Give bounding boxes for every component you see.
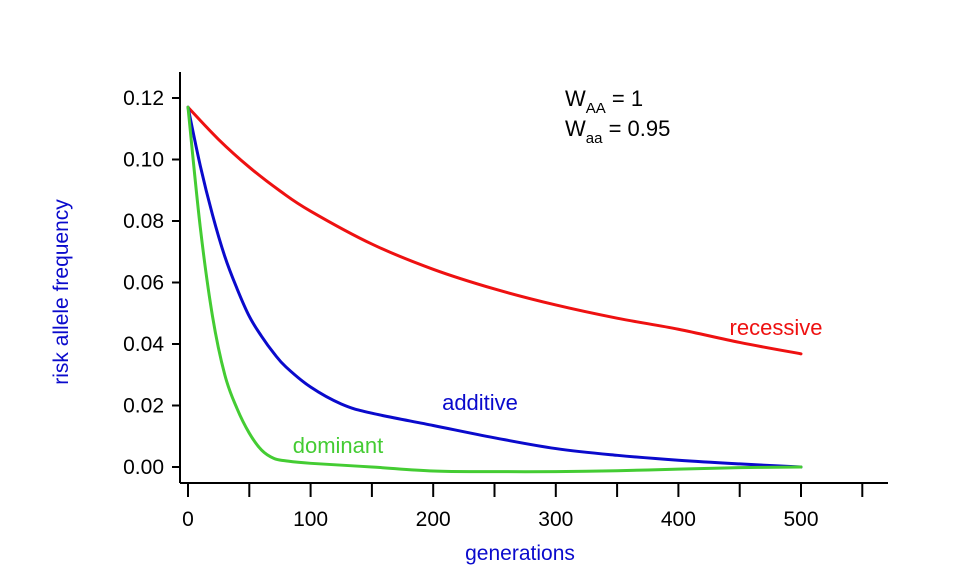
series-label-additive: additive bbox=[442, 390, 518, 415]
y-tick-label: 0.08 bbox=[123, 210, 164, 233]
y-axis-title: risk allele frequency bbox=[50, 199, 73, 385]
annot2-base: W bbox=[565, 116, 586, 141]
x-tick-label: 0 bbox=[182, 508, 194, 531]
x-tick-label: 300 bbox=[538, 508, 573, 531]
y-tick-label: 0.06 bbox=[123, 272, 164, 295]
series-label-dominant: dominant bbox=[293, 433, 384, 458]
series-line-recessive bbox=[186, 105, 803, 356]
annot1-sub: AA bbox=[586, 100, 606, 117]
annot2-sub: aa bbox=[586, 130, 603, 147]
annot2-rest: = 0.95 bbox=[602, 116, 670, 141]
labels-layer: generations risk allele frequency WAA = … bbox=[50, 86, 670, 565]
series-layer: recessive additive dominant bbox=[186, 105, 823, 474]
y-tick-label: 0.12 bbox=[123, 87, 164, 110]
axes-layer bbox=[179, 72, 888, 484]
fitness-aa-recessive-annotation: Waa = 0.95 bbox=[565, 116, 670, 147]
x-axis-title: generations bbox=[465, 542, 575, 565]
series-line-additive bbox=[186, 105, 803, 469]
fitness-aa-dominant-annotation: WAA = 1 bbox=[565, 86, 643, 117]
annot1-rest: = 1 bbox=[606, 86, 643, 111]
y-tick-label: 0.10 bbox=[123, 149, 164, 172]
y-tick-label: 0.02 bbox=[123, 395, 164, 418]
series-label-recessive: recessive bbox=[730, 315, 823, 340]
y-tick-label: 0.04 bbox=[123, 333, 164, 356]
x-tick-label: 100 bbox=[293, 508, 328, 531]
x-tick-label: 500 bbox=[783, 508, 818, 531]
annot1-base: W bbox=[565, 86, 586, 111]
ticks-layer: 0.00 0.02 0.04 0.06 0.08 0.10 0.12 0 100 200 300 40… bbox=[123, 87, 864, 531]
x-tick-label: 400 bbox=[661, 508, 696, 531]
series-line-dominant bbox=[186, 105, 803, 474]
y-tick-label: 0.00 bbox=[123, 456, 164, 479]
x-tick-label: 200 bbox=[416, 508, 451, 531]
